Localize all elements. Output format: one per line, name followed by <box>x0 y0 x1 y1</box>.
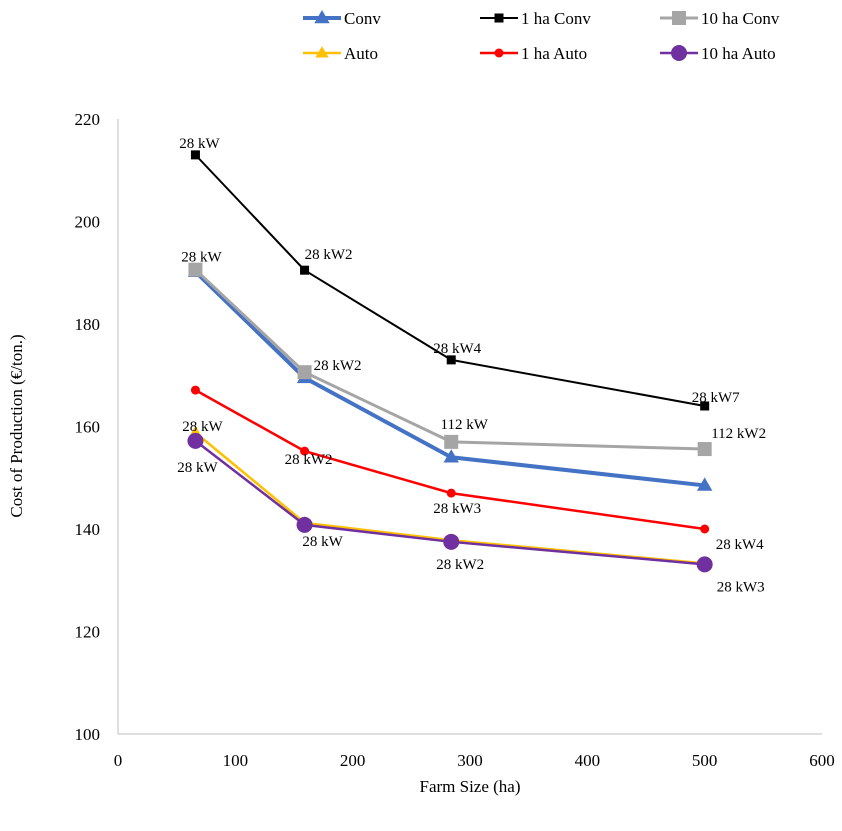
data-label: 28 kW <box>179 136 220 152</box>
data-label: 28 kW2 <box>436 557 484 573</box>
data-point <box>296 516 313 533</box>
legend-label: 1 ha Auto <box>521 44 587 63</box>
data-point <box>446 488 456 498</box>
data-point <box>446 355 456 365</box>
legend-marker <box>494 13 504 23</box>
legend: Conv 1 ha Conv 10 ha Conv Auto 1 ha Auto 10 h… <box>303 9 780 63</box>
y-tick-label: 220 <box>75 110 101 129</box>
legend-marker <box>494 48 504 58</box>
data-point <box>188 262 203 277</box>
series-line <box>194 389 705 531</box>
data-point <box>190 385 200 395</box>
legend-marker <box>672 11 686 25</box>
legend-entry: 10 ha Auto <box>660 44 776 63</box>
data-point <box>443 533 460 550</box>
x-tick-label: 100 <box>223 751 249 770</box>
legend-entry: 1 ha Conv <box>480 9 591 28</box>
data-point <box>700 401 710 411</box>
series-line <box>194 268 705 451</box>
data-point <box>696 556 713 573</box>
series-1-ha-conv <box>190 150 710 411</box>
x-tick-label: 300 <box>457 751 483 770</box>
x-tick-label: 600 <box>809 751 835 770</box>
legend-marker <box>315 46 329 58</box>
data-label: 28 kW2 <box>305 247 353 263</box>
data-labels: 28 kW 28 kW2 28 kW4 28 kW7 28 kW 28 kW2 112 kW… <box>177 136 766 595</box>
y-tick-label: 140 <box>75 520 101 539</box>
series-1-ha-auto <box>190 385 710 534</box>
y-tick-label: 100 <box>75 725 101 744</box>
y-tick-label: 120 <box>75 623 101 642</box>
data-point <box>297 365 312 380</box>
data-label: 28 kW <box>181 250 222 266</box>
legend-label: 10 ha Auto <box>701 44 776 63</box>
data-label: 28 kW4 <box>716 537 764 553</box>
series-10-ha-conv <box>188 262 712 457</box>
series-layer <box>187 150 713 573</box>
data-label: 28 kW <box>177 460 218 476</box>
data-label: 112 kW <box>441 417 489 433</box>
x-axis-title: Farm Size (ha) <box>419 777 520 796</box>
x-tick-label: 500 <box>692 751 718 770</box>
legend-marker <box>314 9 330 24</box>
data-point <box>696 477 713 491</box>
x-tick-label: 0 <box>114 751 123 770</box>
data-label: 28 kW2 <box>285 452 333 468</box>
series-line <box>194 439 705 566</box>
data-label: 28 kW2 <box>314 358 362 374</box>
legend-marker <box>671 45 687 61</box>
legend-entry: Conv <box>303 9 381 28</box>
legend-entry: 10 ha Conv <box>660 9 780 28</box>
x-tick-label: 400 <box>575 751 601 770</box>
data-label: 112 kW2 <box>711 426 766 442</box>
series-line <box>194 154 705 407</box>
y-tick-label: 200 <box>75 213 101 232</box>
data-point <box>187 432 204 449</box>
data-point <box>300 265 310 275</box>
data-point <box>190 150 200 160</box>
y-tick-label: 160 <box>75 418 101 437</box>
data-label: 28 kW3 <box>433 501 481 517</box>
data-label: 28 kW <box>302 534 343 550</box>
data-point <box>300 446 310 456</box>
legend-label: 1 ha Conv <box>521 9 591 28</box>
series-10-ha-auto <box>187 432 713 573</box>
series-line <box>194 431 705 565</box>
x-tick-label: 200 <box>340 751 366 770</box>
legend-label: Auto <box>344 44 378 63</box>
data-label: 28 kW7 <box>692 390 740 406</box>
data-point <box>444 434 459 449</box>
data-point <box>697 442 712 457</box>
y-tick-label: 180 <box>75 315 101 334</box>
axes: 0 100 200 300 400 500 600 100 120 140 160 180 200 220 <box>75 110 835 770</box>
series-line <box>194 270 705 488</box>
data-point <box>443 449 459 463</box>
legend-label: Conv <box>344 9 381 28</box>
series-conv <box>187 263 713 491</box>
legend-entry: 1 ha Auto <box>480 44 587 63</box>
legend-entry: Auto <box>303 44 378 63</box>
data-point <box>700 524 710 534</box>
legend-label: 10 ha Conv <box>701 9 780 28</box>
data-label: 28 kW4 <box>433 341 481 357</box>
y-axis-title: Cost of Production (€/ton.) <box>7 334 26 517</box>
data-label: 28 kW <box>182 419 223 435</box>
data-label: 28 kW3 <box>717 579 765 595</box>
